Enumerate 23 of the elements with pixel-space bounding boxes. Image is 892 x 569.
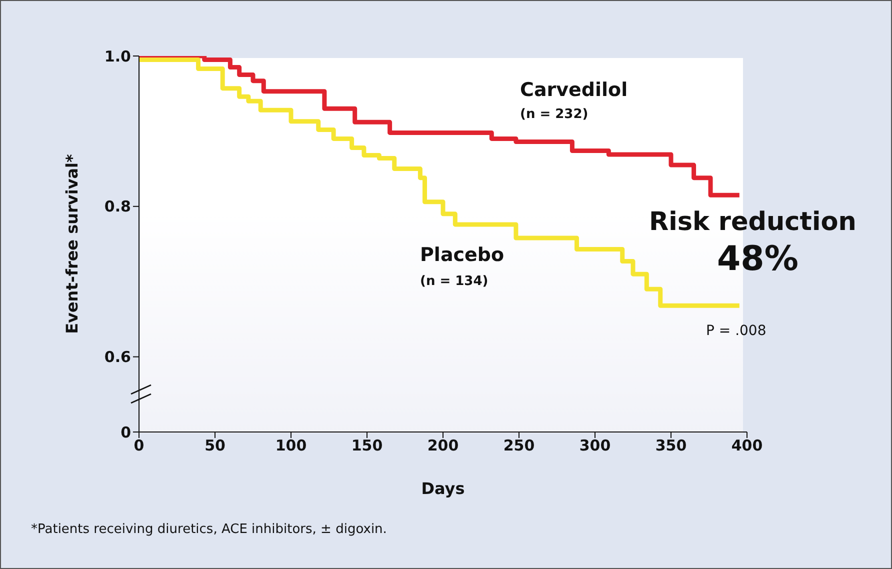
y-axis-title: Event-free survival* (62, 153, 82, 334)
annotation: Risk reduction (649, 207, 856, 237)
series-label: Placebo (420, 244, 504, 266)
x-tick-label: 300 (579, 436, 611, 455)
x-axis-title: Days (421, 479, 465, 498)
x-tick-label: 150 (351, 436, 383, 455)
text: *Patients receiving diuretics, ACE inhibitors, ± digoxin. (31, 522, 387, 537)
x-tick-label: 400 (731, 436, 763, 455)
x-tick-label: 50 (204, 436, 226, 455)
series-label: Carvedilol (520, 79, 628, 101)
y-tick-label: 0.6 (104, 348, 131, 366)
y-tick-label: 1.0 (104, 47, 131, 66)
x-tick-label: 350 (655, 436, 687, 455)
y-tick-label: 0.8 (104, 198, 131, 216)
annotation: (n = 134) (420, 274, 488, 289)
x-tick-label: 100 (275, 436, 307, 455)
x-tick-label: 250 (503, 436, 535, 455)
annotation: (n = 232) (520, 107, 588, 122)
annotation: P = .008 (706, 323, 766, 339)
y-tick-label: 0 (120, 423, 131, 442)
x-tick-label: 0 (134, 436, 144, 455)
x-tick-label: 200 (427, 436, 459, 455)
annotation: 48% (717, 239, 798, 279)
